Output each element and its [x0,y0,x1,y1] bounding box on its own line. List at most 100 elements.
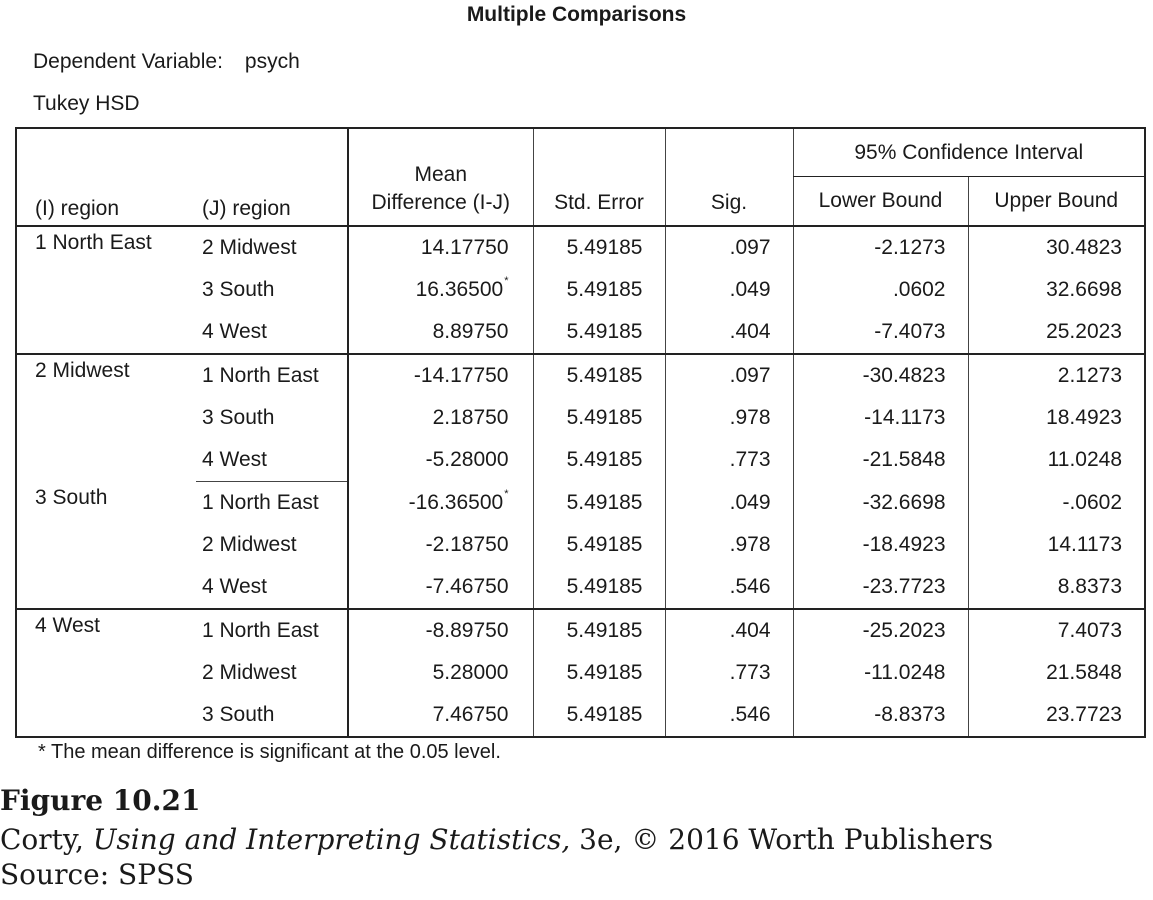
mean-difference-value: -5.28000 [425,448,509,472]
cell-j-region: 4 West [202,320,267,343]
header-sig: Sig. [664,128,793,226]
header-mean-difference-text: Mean Difference (I-J) [371,163,510,214]
cell-sig: .049 [664,481,793,524]
cell-sig: .546 [664,694,793,737]
cell-lower-bound: -7.4073 [792,311,968,354]
citation-book-title: Using and Interpreting Statistics, [92,823,571,856]
cell-i-region: 4 West [16,608,196,737]
mean-difference-value: 16.36500 [415,278,504,301]
cell-upper-bound: 23.7723 [967,694,1145,737]
multiple-comparisons-table: (I) region (J) region Mean Difference (I… [15,127,1146,738]
cell-lower-bound: -18.4923 [792,524,968,566]
significance-footnote: * The mean difference is significant at … [38,741,501,763]
cell-upper-bound: 14.1173 [967,524,1145,566]
cell-mean-difference: -2.18750 [347,524,533,566]
method-label: Tukey HSD [33,92,140,115]
mean-difference-value: -14.17750 [413,364,509,387]
cell-lower-bound: -23.7723 [792,566,968,609]
cell-lower-bound: -11.0248 [792,652,968,694]
cell-mean-difference: 8.89750 [347,311,533,354]
cell-sig: .097 [664,353,793,397]
cell-j-region: 1 North East [196,481,348,524]
mean-difference-value: -8.89750 [425,619,509,642]
figure-citation: Corty, Using and Interpreting Statistics… [0,823,993,856]
figure-number: Figure 10.21 [0,784,201,817]
cell-std-error: 5.49185 [532,566,665,609]
cell-mean-difference: 7.46750 [347,694,533,737]
cell-sig: .773 [664,652,793,694]
mean-difference-value: -2.18750 [425,533,509,556]
table-row: 3 South 7.46750 5.49185.546 -8.8373 23.7723 [16,694,1145,737]
cell-sig: .097 [664,226,793,269]
cell-lower-bound: -14.1173 [792,397,968,439]
significance-marker: * [504,275,509,287]
cell-j-region: 2 Midwest [202,533,297,556]
mean-difference-value: 5.28000 [432,661,509,684]
cell-j-region: 3 South [202,406,275,429]
cell-mean-difference: -16.36500* [347,481,533,524]
cell-j-region: 2 Midwest [202,236,297,259]
header-std-error: Std. Error [532,128,665,226]
header-lower-bound: Lower Bound [792,176,968,226]
mean-difference-value: 8.89750 [432,320,509,343]
header-i-region: (I) region [35,197,120,220]
cell-upper-bound: 11.0248 [967,439,1145,482]
cell-lower-bound: .0602 [792,269,968,311]
mean-difference-value: 14.17750 [420,236,509,259]
table-title: Multiple Comparisons [466,3,687,26]
cell-upper-bound: -.0602 [967,481,1145,524]
mean-difference-value: -16.36500 [408,490,504,514]
cell-mean-difference: 2.18750 [347,397,533,439]
table-row: 3 South 1 North East -16.36500* 5.49185.049… [16,481,1145,524]
table-row: 3 South 2.18750 5.49185.978 -14.1173 18.4923 [16,397,1145,439]
cell-sig: .546 [664,566,793,609]
cell-sig: .049 [664,269,793,311]
header-mean-difference: Mean Difference (I-J) [347,128,533,226]
cell-i-region: 2 Midwest [16,353,196,482]
cell-upper-bound: 32.6698 [967,269,1145,311]
cell-std-error: 5.49185 [532,269,665,311]
header-confidence-interval: 95% Confidence Interval [792,128,1145,177]
cell-sig: .978 [664,397,793,439]
cell-sig: .404 [664,311,793,354]
cell-lower-bound: -8.8373 [792,694,968,737]
cell-j-region: 4 West [202,448,267,471]
table-row: 4 West -5.28000 5.49185.773 -21.5848 11.0248 [16,439,1145,482]
dependent-variable-label: Dependent Variable: [33,50,223,73]
table-row: 2 Midwest 1 North East -14.17750 5.49185.09… [16,353,1145,482]
cell-mean-difference: -8.89750 [347,608,533,652]
significance-marker: * [504,487,509,500]
table-row: 4 West 8.89750 5.49185.404 -7.4073 25.2023 [16,311,1145,354]
cell-sig: .773 [664,439,793,482]
cell-upper-bound: 21.5848 [967,652,1145,694]
table-body: 1 North East 2 Midwest 14.17750 5.49185.097… [16,226,1145,737]
cell-mean-difference: -7.46750 [347,566,533,609]
cell-std-error: 5.49185 [532,694,665,737]
cell-upper-bound: 2.1273 [967,353,1145,397]
dependent-variable-value: psych [244,50,300,73]
cell-lower-bound: -25.2023 [792,608,968,652]
cell-std-error: 5.49185 [532,608,665,652]
cell-j-region: 1 North East [196,608,348,652]
cell-j-region: 2 Midwest [202,661,297,684]
cell-std-error: 5.49185 [532,481,665,524]
cell-upper-bound: 8.8373 [967,566,1145,609]
header-j-region: (J) region [202,197,291,220]
cell-lower-bound: -30.4823 [792,353,968,397]
cell-std-error: 5.49185 [532,439,665,482]
citation-author: Corty, [0,823,93,856]
cell-sig: .404 [664,608,793,652]
cell-upper-bound: 7.4073 [967,608,1145,652]
table-row: 3 South 16.36500* 5.49185.049.0602 32.6698 [16,269,1145,311]
cell-j-region: 1 North East [196,353,348,397]
cell-j-region: 4 West [202,575,267,598]
mean-difference-value: 2.18750 [432,406,509,429]
mean-difference-value: -7.46750 [425,575,509,598]
cell-std-error: 5.49185 [532,524,665,566]
cell-i-region: 3 South [35,485,108,509]
dependent-variable-line: Dependent Variable: psych [33,50,300,74]
cell-std-error: 5.49185 [532,397,665,439]
cell-std-error: 5.49185 [532,226,665,269]
cell-sig: .978 [664,524,793,566]
header-upper-bound: Upper Bound [967,176,1145,226]
